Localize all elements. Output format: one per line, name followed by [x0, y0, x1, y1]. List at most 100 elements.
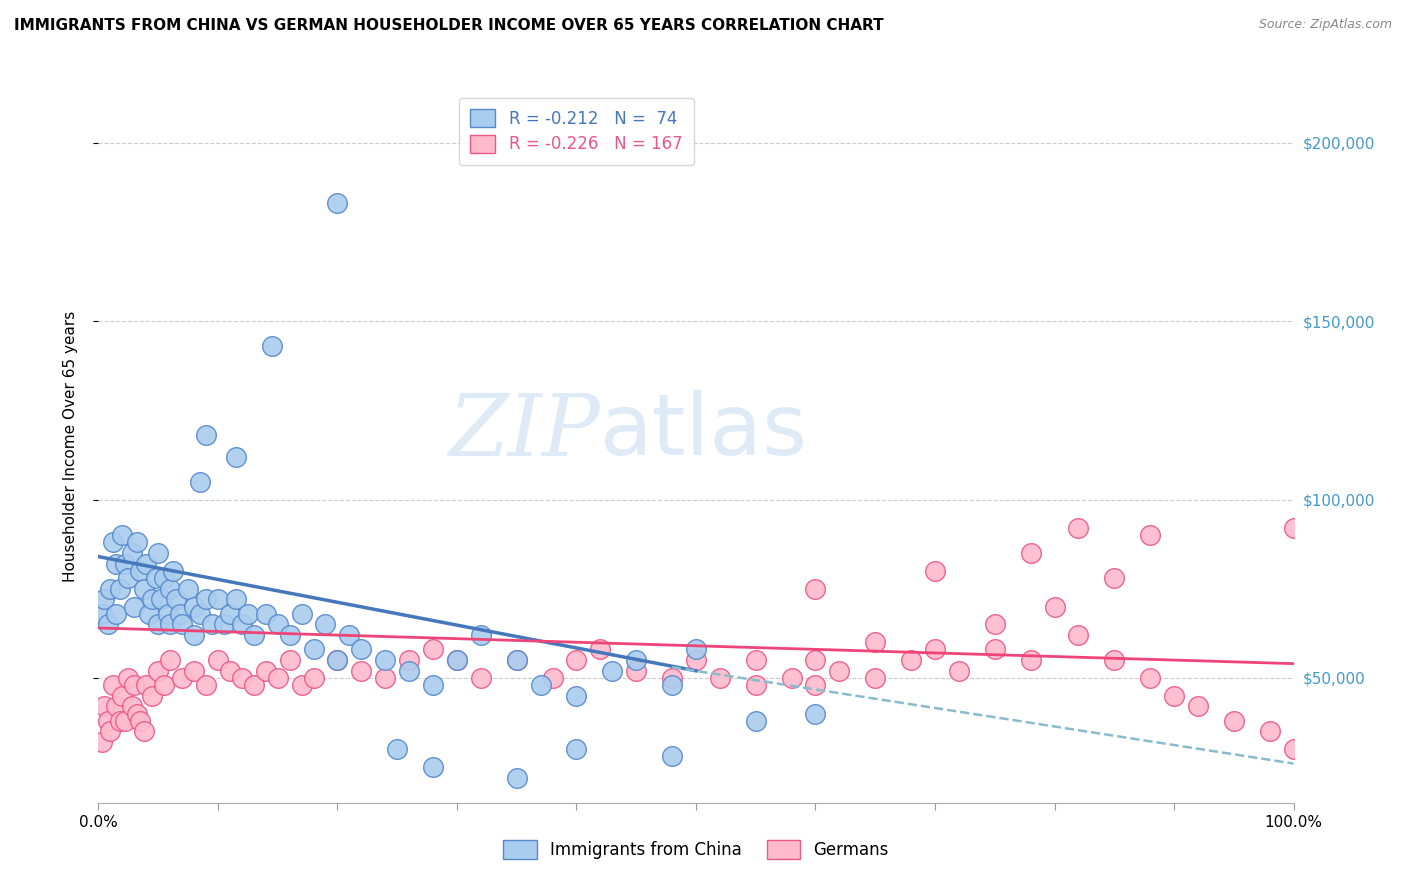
Point	[201, 617, 224, 632]
Point	[159, 653, 181, 667]
Point	[1102, 571, 1125, 585]
Point	[863, 671, 887, 685]
Point	[302, 642, 325, 657]
Point	[900, 653, 922, 667]
Point	[804, 653, 827, 667]
Point	[101, 535, 124, 549]
Point	[93, 592, 115, 607]
Point	[91, 735, 114, 749]
Point	[709, 671, 731, 685]
Point	[1139, 671, 1161, 685]
Point	[165, 592, 187, 607]
Text: ZIP: ZIP	[449, 391, 600, 473]
Point	[114, 557, 136, 571]
Point	[117, 571, 139, 585]
Point	[626, 653, 648, 667]
Point	[948, 664, 970, 678]
Point	[207, 592, 229, 607]
Point	[745, 653, 768, 667]
Point	[254, 607, 277, 621]
Point	[984, 642, 1007, 657]
Point	[159, 582, 181, 596]
Point	[132, 724, 155, 739]
Point	[529, 678, 551, 692]
Point	[156, 607, 179, 621]
Point	[188, 475, 211, 489]
Point	[219, 664, 242, 678]
Point	[124, 599, 146, 614]
Point	[661, 671, 683, 685]
Point	[111, 528, 134, 542]
Point	[172, 671, 194, 685]
Point	[91, 607, 114, 621]
Point	[267, 671, 290, 685]
Point	[278, 628, 301, 642]
Point	[470, 628, 492, 642]
Point	[117, 671, 139, 685]
Point	[111, 689, 134, 703]
Point	[602, 664, 624, 678]
Point	[225, 450, 247, 464]
Point	[135, 678, 157, 692]
Point	[398, 653, 420, 667]
Point	[828, 664, 851, 678]
Point	[1019, 546, 1042, 560]
Point	[1139, 528, 1161, 542]
Point	[225, 592, 247, 607]
Point	[326, 653, 349, 667]
Point	[804, 582, 827, 596]
Point	[243, 678, 266, 692]
Point	[924, 564, 946, 578]
Point	[183, 599, 205, 614]
Point	[446, 653, 468, 667]
Point	[565, 742, 588, 756]
Point	[149, 592, 172, 607]
Point	[326, 196, 349, 211]
Point	[661, 678, 683, 692]
Point	[125, 706, 148, 721]
Point	[589, 642, 612, 657]
Point	[398, 664, 420, 678]
Point	[138, 607, 160, 621]
Point	[108, 582, 131, 596]
Point	[236, 607, 259, 621]
Point	[290, 678, 312, 692]
Point	[219, 607, 242, 621]
Point	[326, 653, 349, 667]
Point	[863, 635, 887, 649]
Point	[153, 678, 176, 692]
Point	[1282, 742, 1305, 756]
Point	[315, 617, 337, 632]
Point	[194, 678, 218, 692]
Point	[302, 671, 325, 685]
Point	[129, 714, 152, 728]
Point	[290, 607, 312, 621]
Point	[114, 714, 136, 728]
Point	[685, 653, 707, 667]
Point	[1163, 689, 1185, 703]
Point	[745, 714, 768, 728]
Point	[339, 628, 360, 642]
Point	[177, 582, 200, 596]
Point	[506, 653, 529, 667]
Y-axis label: Householder Income Over 65 years: Householder Income Over 65 years	[63, 310, 77, 582]
Point	[506, 771, 529, 785]
Point	[231, 671, 253, 685]
Point	[162, 564, 184, 578]
Point	[1067, 521, 1090, 535]
Point	[231, 617, 253, 632]
Point	[132, 582, 155, 596]
Point	[804, 706, 827, 721]
Point	[260, 339, 283, 353]
Point	[254, 664, 277, 678]
Point	[1187, 699, 1209, 714]
Point	[470, 671, 492, 685]
Point	[105, 607, 128, 621]
Point	[183, 664, 205, 678]
Point	[984, 617, 1007, 632]
Point	[183, 628, 205, 642]
Point	[780, 671, 803, 685]
Point	[1043, 599, 1066, 614]
Point	[124, 678, 146, 692]
Point	[1102, 653, 1125, 667]
